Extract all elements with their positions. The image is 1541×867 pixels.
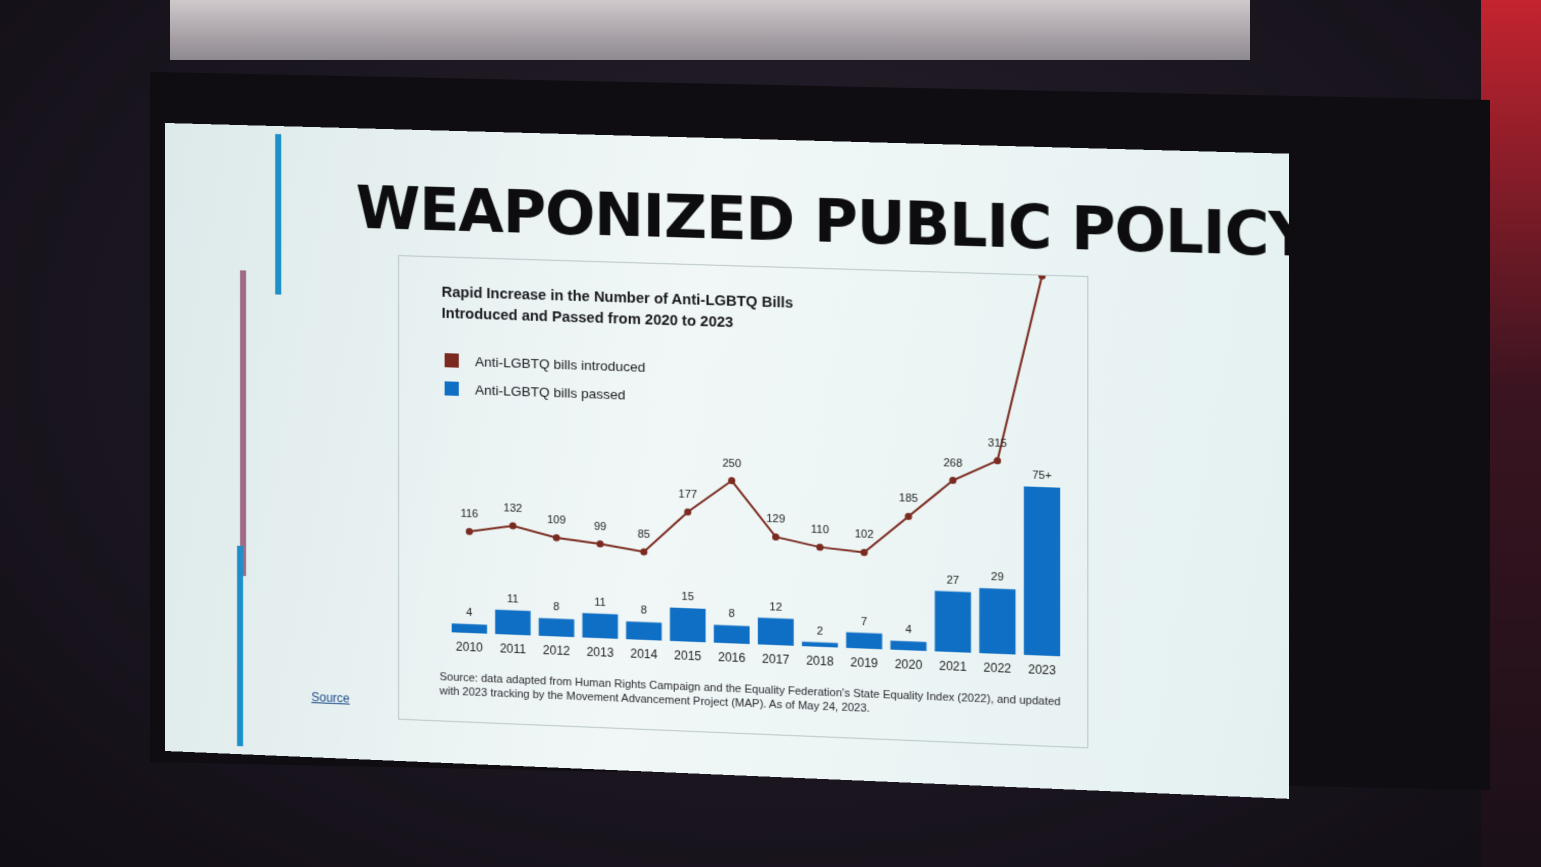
bar-passed-2020 — [890, 640, 927, 652]
point-introduced-2022 — [993, 456, 1002, 465]
point-label-2011: 132 — [504, 502, 523, 515]
bar-label-2022: 29 — [991, 571, 1004, 584]
bar-passed-2018 — [801, 641, 838, 648]
point-introduced-2017 — [772, 533, 780, 541]
x-tick-2021: 2021 — [939, 659, 967, 674]
point-label-2018: 110 — [811, 523, 829, 536]
bar-passed-2019 — [846, 632, 883, 650]
x-tick-2022: 2022 — [984, 660, 1012, 675]
slide-title: WEAPONIZED PUBLIC POLICY — [355, 173, 1289, 271]
point-label-2012: 109 — [547, 514, 566, 527]
bar-passed-2016 — [713, 624, 750, 645]
bar-label-2014: 8 — [641, 605, 647, 617]
bar-passed-2022 — [979, 588, 1016, 655]
bar-label-2021: 27 — [947, 574, 960, 587]
point-label-2017: 129 — [766, 513, 785, 526]
chart-plot: 4 2010 11 2011 8 2012 11 2013 8 2014 15 2015 8 2016 12… — [451, 256, 1061, 678]
bar-passed-2021 — [934, 590, 971, 653]
bar-label-2013: 11 — [594, 596, 606, 609]
accent-bar-blue-top — [275, 134, 282, 295]
bar-label-2019: 7 — [861, 615, 867, 627]
bar-passed-2011 — [495, 609, 531, 636]
bar-passed-2017 — [757, 617, 794, 646]
bar-passed-2015 — [669, 607, 706, 643]
bar-passed-2023 — [1023, 486, 1061, 657]
bar-label-2018: 2 — [817, 625, 823, 637]
bar-label-2012: 8 — [553, 601, 559, 613]
point-introduced-2011 — [509, 522, 517, 530]
bar-passed-2010 — [451, 623, 488, 634]
point-introduced-2012 — [552, 534, 561, 542]
point-label-2016: 250 — [722, 457, 741, 470]
point-label-2015: 177 — [678, 488, 697, 501]
x-tick-2020: 2020 — [895, 657, 923, 672]
chart-frame: Rapid Increase in the Number of Anti-LGB… — [398, 255, 1089, 749]
bar-label-2020: 4 — [905, 624, 911, 636]
bar-passed-2012 — [538, 617, 575, 638]
slide-screen: WEAPONIZED PUBLIC POLICY Rapid Increase … — [165, 123, 1289, 799]
bar-label-2016: 8 — [729, 608, 735, 620]
x-tick-2010: 2010 — [456, 640, 483, 655]
accent-bar-mauve — [240, 270, 247, 577]
point-introduced-2018 — [816, 543, 824, 551]
point-introduced-2010 — [465, 527, 473, 536]
x-tick-2011: 2011 — [500, 641, 527, 656]
x-tick-2023: 2023 — [1028, 662, 1056, 677]
bar-label-2015: 15 — [682, 591, 695, 604]
point-label-2014: 85 — [638, 528, 650, 541]
bar-label-2023: 75+ — [1032, 469, 1051, 482]
bar-passed-2013 — [582, 613, 618, 639]
point-label-2020: 185 — [899, 493, 918, 506]
x-tick-2018: 2018 — [806, 653, 834, 668]
bar-label-2010: 4 — [466, 607, 472, 619]
bar-label-2017: 12 — [769, 601, 782, 614]
point-label-2022: 315 — [988, 437, 1007, 450]
bar-passed-2014 — [626, 621, 662, 641]
point-introduced-2013 — [596, 540, 604, 548]
point-label-2021: 268 — [943, 457, 962, 470]
accent-bar-blue-bottom — [237, 545, 244, 747]
ceiling — [170, 0, 1250, 60]
x-tick-2016: 2016 — [718, 650, 746, 665]
x-tick-2015: 2015 — [674, 648, 702, 663]
point-introduced-2023 — [1038, 272, 1046, 280]
bar-label-2011: 11 — [507, 593, 519, 606]
x-tick-2014: 2014 — [630, 646, 658, 661]
wall-right — [1481, 0, 1541, 867]
x-tick-2012: 2012 — [543, 643, 570, 658]
x-tick-2017: 2017 — [762, 652, 790, 667]
point-label-2019: 102 — [855, 529, 874, 542]
point-label-2010: 116 — [460, 508, 478, 521]
x-tick-2013: 2013 — [587, 645, 615, 660]
source-link[interactable]: Source — [311, 689, 350, 706]
point-label-2013: 99 — [594, 520, 606, 533]
x-tick-2019: 2019 — [850, 655, 878, 670]
